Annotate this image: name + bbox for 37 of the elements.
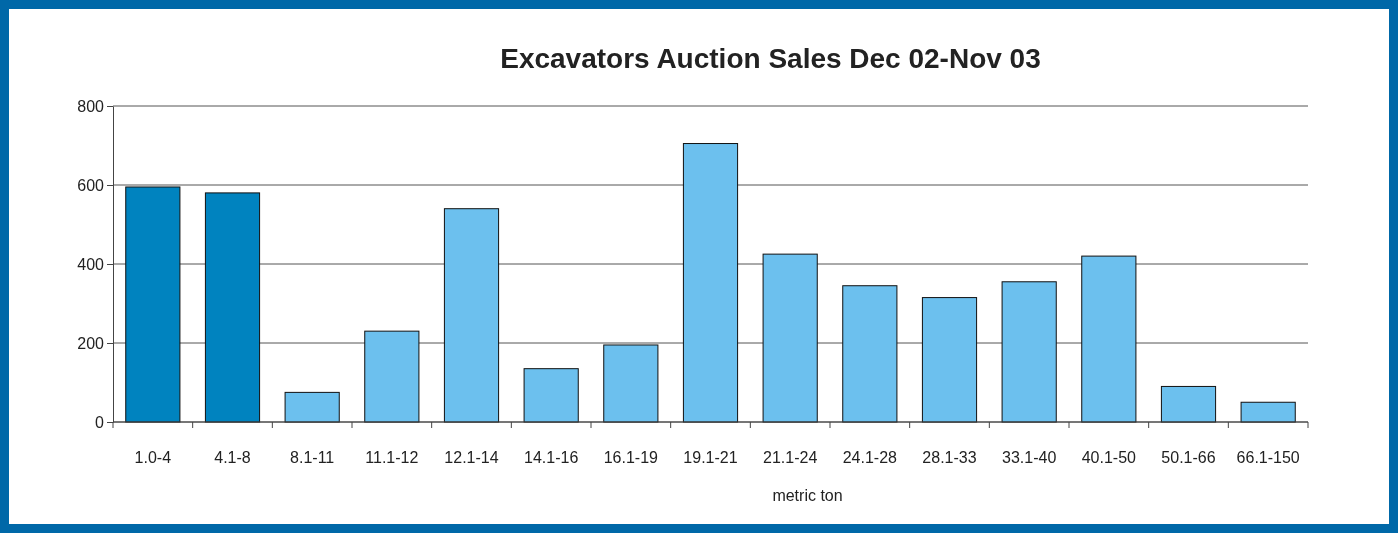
- bar: [1001, 281, 1057, 423]
- bar: [284, 391, 340, 423]
- x-tick-label: 11.1-12: [365, 449, 419, 466]
- bar: [682, 143, 739, 423]
- bar: [842, 285, 898, 423]
- bar: [1081, 255, 1137, 423]
- x-tick-label: 19.1-21: [683, 449, 738, 466]
- y-tick-label: 800: [77, 97, 105, 115]
- x-tick-label: 33.1-40: [1002, 449, 1057, 466]
- y-tick-label: 600: [77, 176, 105, 194]
- x-tick-label: 50.1-66: [1161, 449, 1216, 466]
- bar: [443, 208, 500, 423]
- y-tick-label: 200: [77, 334, 105, 352]
- x-tick-label: 21.1-24: [763, 449, 818, 466]
- bar: [762, 253, 818, 423]
- x-tick-label: 14.1-16: [524, 449, 579, 466]
- bar: [1160, 385, 1217, 423]
- x-tick-label: 12.1-14: [444, 449, 499, 466]
- bar: [204, 192, 261, 423]
- bar: [921, 297, 978, 423]
- x-axis-title: metric ton: [772, 487, 843, 504]
- bar: [603, 344, 659, 423]
- x-tick-label: 24.1-28: [842, 449, 898, 466]
- x-tick-label: 40.1-50: [1081, 449, 1137, 466]
- bar: [364, 330, 420, 423]
- x-tick-label: 28.1-33: [922, 449, 977, 466]
- x-tick-label: 1.0-4: [134, 449, 172, 466]
- bar: [125, 186, 181, 423]
- bar: [1240, 401, 1296, 423]
- y-tick-label: 0: [95, 413, 105, 431]
- x-tick-label: 16.1-19: [603, 449, 659, 466]
- x-tick-label: 66.1-150: [1236, 449, 1300, 466]
- y-tick-label: 400: [77, 255, 105, 273]
- bar: [523, 368, 579, 423]
- chart-title: Excavators Auction Sales Dec 02-Nov 03: [500, 43, 1041, 74]
- x-tick-label: 8.1-11: [290, 449, 335, 466]
- x-tick-label: 4.1-8: [214, 449, 251, 466]
